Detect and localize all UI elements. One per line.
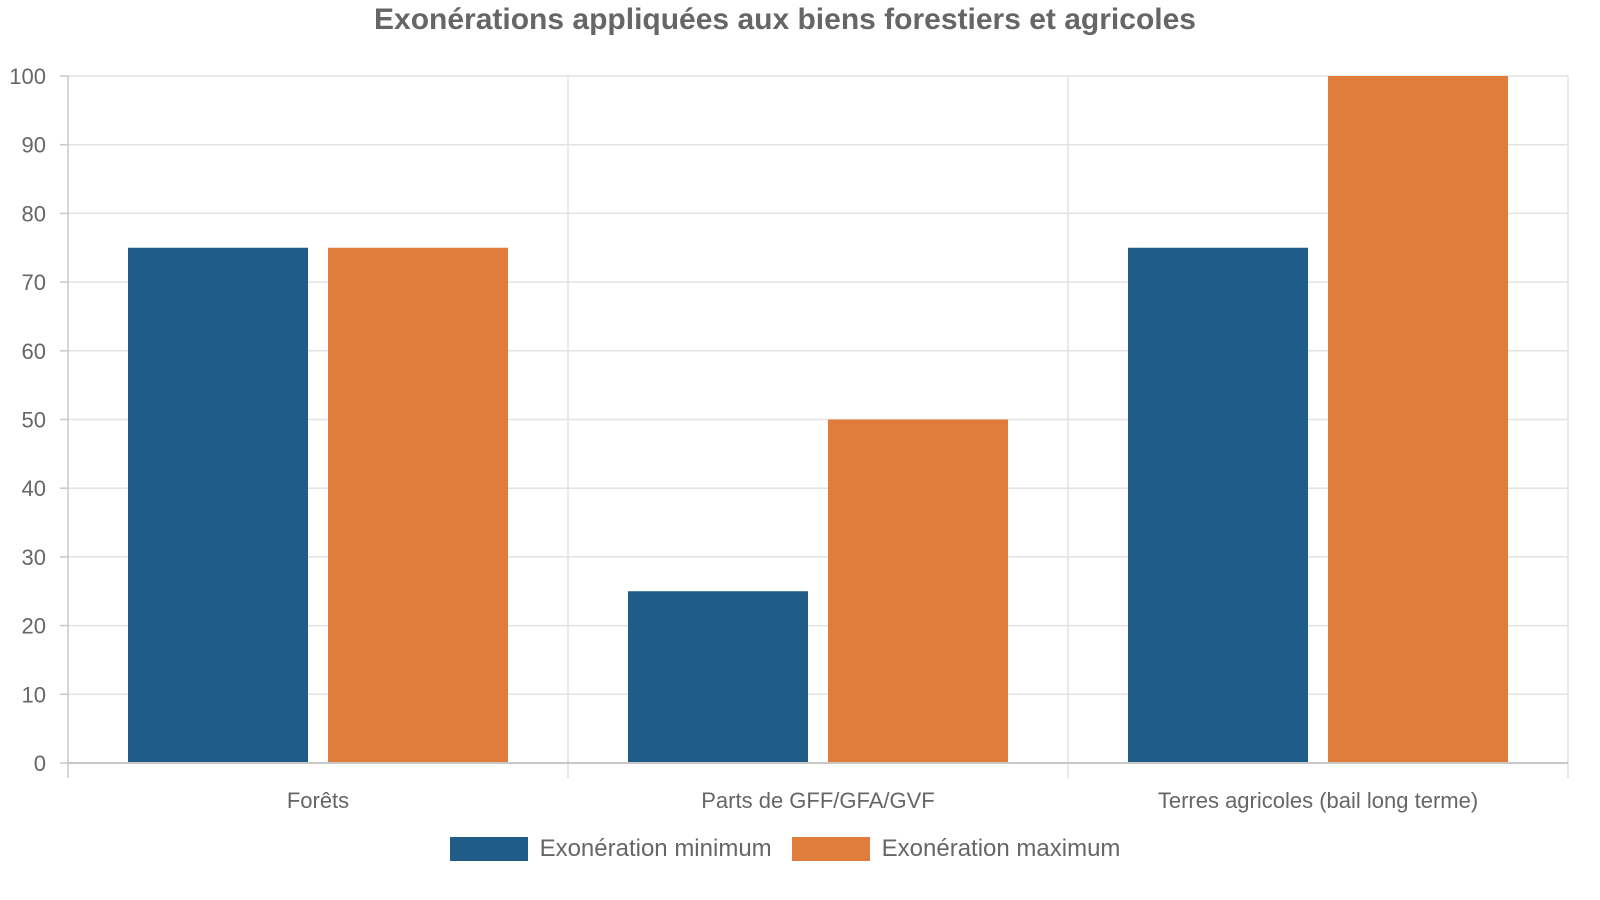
y-tick-label: 50: [22, 408, 46, 433]
y-tick-label: 0: [34, 751, 46, 776]
bar-min-1: [628, 591, 808, 763]
bar-max-2: [1328, 76, 1508, 763]
y-tick-label: 80: [22, 201, 46, 226]
legend-swatch-min: [449, 837, 528, 861]
y-tick-label: 40: [22, 476, 46, 501]
x-tick-label: Parts de GFF/GFA/GVF: [701, 788, 935, 813]
legend-item-min[interactable]: Exonération minimum: [449, 835, 772, 863]
x-tick-label: Terres agricoles (bail long terme): [1158, 788, 1478, 813]
bar-min-2: [1128, 247, 1308, 763]
bar-max-0: [328, 247, 508, 763]
y-tick-label: 20: [22, 614, 46, 639]
y-tick-label: 30: [22, 545, 46, 570]
y-tick-label: 10: [22, 682, 46, 707]
legend-item-max[interactable]: Exonération maximum: [791, 835, 1121, 863]
y-tick-label: 100: [9, 64, 46, 89]
y-tick-label: 60: [22, 339, 46, 364]
legend-swatch-max: [791, 837, 870, 861]
y-tick-label: 90: [22, 133, 46, 158]
legend-label-max: Exonération maximum: [881, 835, 1121, 862]
y-tick-label: 70: [22, 270, 46, 295]
bar-min-0: [128, 247, 308, 763]
chart-title: Exonérations appliquées aux biens forest…: [374, 3, 1196, 36]
bar-max-1: [828, 419, 1008, 763]
x-tick-label: Forêts: [287, 788, 349, 813]
legend: Exonération minimum Exonération maximum: [0, 835, 1570, 863]
legend-label-min: Exonération minimum: [539, 835, 772, 862]
